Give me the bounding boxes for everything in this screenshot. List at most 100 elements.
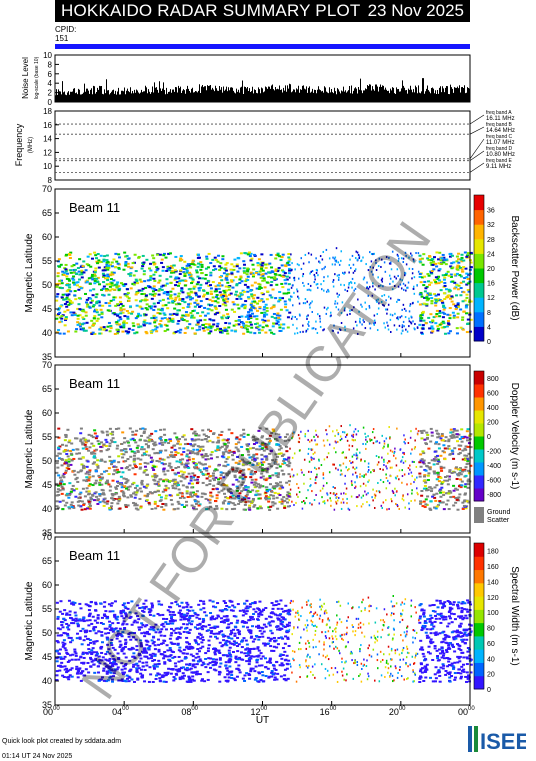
echo-cell	[155, 330, 159, 333]
echo-cell	[219, 329, 223, 332]
echo-cell	[80, 271, 84, 274]
echo-cell	[153, 279, 157, 282]
echo-cell	[281, 327, 285, 330]
echo-cell	[187, 288, 191, 291]
echo-cell	[208, 465, 212, 468]
echo-cell	[249, 473, 253, 476]
echo-cell	[163, 316, 167, 319]
echo-cell	[244, 496, 248, 499]
echo-cell	[150, 492, 154, 495]
echo-cell	[58, 286, 62, 289]
echo-cell	[65, 305, 69, 308]
echo-cell	[225, 289, 229, 292]
echo-cell	[422, 487, 426, 490]
echo-cell	[181, 314, 185, 317]
echo-cell	[426, 479, 430, 482]
echo-cell	[194, 292, 198, 295]
lat-tick-label: 70	[42, 360, 52, 370]
echo-cell	[188, 302, 192, 305]
echo-cell	[423, 275, 427, 278]
echo-cell	[193, 263, 197, 266]
echo-cell	[224, 285, 228, 288]
echo-cell	[75, 448, 79, 451]
echo-cell	[282, 458, 286, 461]
echo-cell	[206, 458, 210, 461]
echo-cell	[368, 468, 370, 471]
echo-cell	[192, 309, 196, 312]
echo-cell	[189, 275, 193, 278]
echo-cell	[300, 468, 303, 471]
echo-cell	[124, 255, 128, 258]
echo-cell	[234, 290, 238, 293]
echo-cell	[463, 493, 467, 496]
echo-cell	[344, 435, 347, 438]
echo-cell	[117, 495, 121, 498]
echo-cell	[186, 263, 190, 266]
echo-cell	[166, 318, 170, 321]
echo-cell	[173, 432, 177, 435]
echo-cell	[416, 491, 418, 494]
echo-cell	[209, 618, 213, 621]
echo-cell	[263, 442, 267, 445]
echo-cell	[211, 488, 215, 491]
echo-cell	[447, 445, 451, 448]
echo-cell	[148, 491, 152, 494]
echo-cell	[196, 303, 200, 306]
echo-cell	[203, 454, 207, 457]
echo-cell	[69, 503, 73, 506]
echo-cell	[183, 272, 187, 275]
echo-cell	[238, 656, 242, 659]
echo-cell	[408, 507, 411, 510]
echo-cell	[465, 454, 469, 457]
echo-cell	[182, 648, 186, 651]
echo-cell	[99, 254, 103, 257]
freq-tick-label: 10	[43, 162, 52, 171]
echo-cell	[247, 318, 251, 321]
echo-cell	[353, 306, 355, 309]
echo-cell	[434, 276, 438, 279]
echo-cell	[180, 279, 184, 282]
echo-cell	[322, 484, 325, 487]
echo-cell	[326, 439, 329, 442]
echo-cell	[338, 276, 340, 279]
echo-cell	[157, 289, 161, 292]
echo-cell	[63, 448, 67, 451]
echo-cell	[220, 317, 224, 320]
echo-cell	[140, 307, 144, 310]
echo-cell	[193, 479, 197, 482]
echo-cell	[112, 312, 116, 315]
echo-cell	[457, 284, 461, 287]
echo-cell	[60, 304, 64, 307]
echo-cell	[239, 275, 243, 278]
echo-cell	[183, 284, 187, 287]
echo-cell	[337, 308, 340, 311]
echo-cell	[418, 475, 422, 478]
echo-cell	[367, 647, 369, 650]
echo-cell	[226, 332, 230, 335]
echo-cell	[243, 503, 247, 506]
lat-tick-label: 35	[42, 528, 52, 538]
echo-cell	[67, 441, 71, 444]
echo-cell	[186, 608, 190, 611]
echo-cell	[181, 476, 185, 479]
echo-cell	[409, 436, 412, 439]
echo-cell	[346, 469, 349, 472]
echo-cell	[365, 447, 367, 450]
echo-cell	[214, 285, 218, 288]
echo-cell	[178, 447, 182, 450]
echo-cell	[201, 277, 205, 280]
echo-cell	[138, 497, 142, 500]
echo-cell	[198, 503, 202, 506]
echo-cell	[466, 277, 470, 280]
echo-cell	[248, 490, 252, 493]
echo-cell	[469, 456, 473, 459]
echo-cell	[406, 483, 408, 486]
echo-cell	[263, 306, 267, 309]
echo-cell	[455, 498, 459, 501]
echo-cell	[212, 484, 216, 487]
echo-cell	[91, 278, 95, 281]
echo-cell	[277, 443, 281, 446]
echo-cell	[266, 490, 270, 493]
echo-cell	[356, 475, 358, 478]
echo-cell	[57, 436, 61, 439]
